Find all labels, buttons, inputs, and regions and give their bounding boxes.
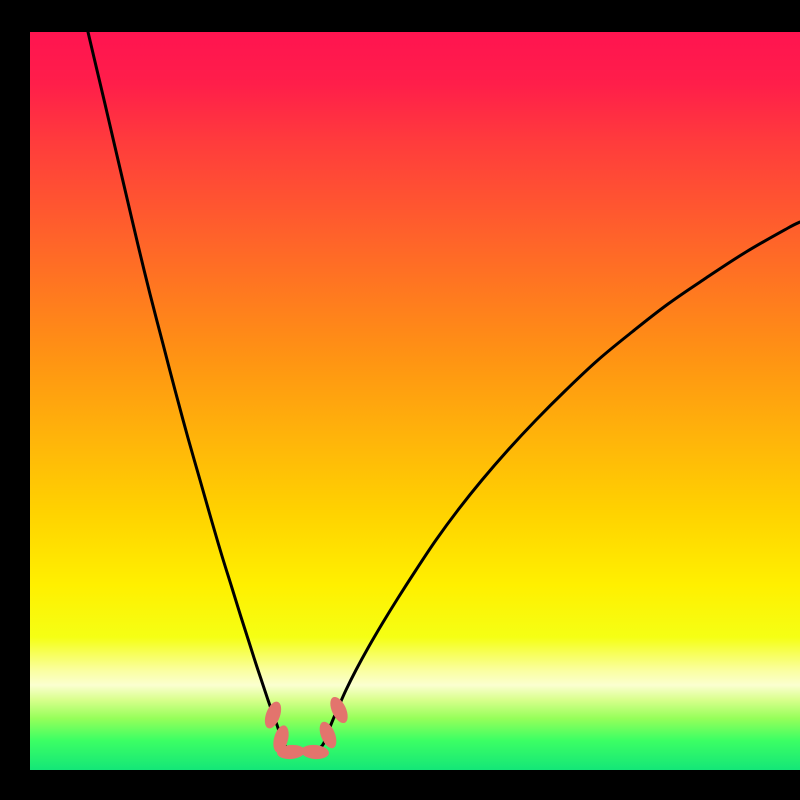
bottleneck-curve-svg	[30, 32, 800, 770]
curve-markers	[262, 694, 352, 760]
curve-marker	[262, 699, 285, 730]
plot-area	[30, 32, 800, 770]
curve-marker	[327, 694, 352, 725]
bottleneck-curve	[88, 32, 800, 752]
frame-border-bottom	[0, 770, 800, 800]
frame-border-top	[0, 0, 800, 32]
curve-marker	[300, 744, 329, 760]
frame-border-left	[0, 0, 30, 800]
